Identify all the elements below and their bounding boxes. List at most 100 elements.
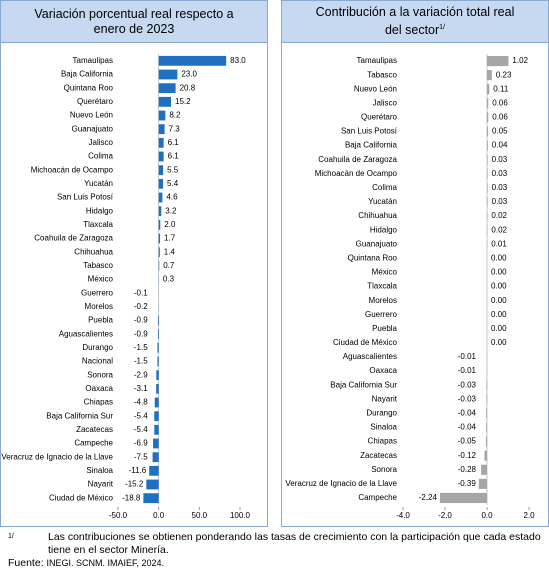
value-label: 0.23: [496, 70, 512, 79]
value-label: -0.05: [458, 437, 477, 446]
value-label: 0.04: [492, 141, 508, 150]
chart: -50.0 0.0 50.0 100.0 Tamaulipas 83.0 Baja Cali…: [1, 54, 251, 520]
value-label: 1.02: [512, 56, 528, 65]
value-label: -0.04: [458, 423, 477, 432]
category-label: Jalisco: [373, 98, 398, 107]
category-label: Coahuila de Zaragoza: [34, 234, 113, 243]
value-label: 8.2: [169, 111, 181, 120]
bar: [158, 219, 161, 230]
x-tick-label: 0.0: [153, 511, 165, 520]
panel: Contribución a la variación total real d…: [281, 0, 549, 527]
value-label: 0.00: [491, 338, 507, 347]
value-label: 23.0: [181, 70, 197, 79]
category-label: Chiapas: [84, 398, 113, 407]
value-label: 1.7: [164, 234, 176, 243]
value-label: 0.01: [491, 239, 507, 248]
value-label: 0.00: [491, 296, 507, 305]
value-label: 3.2: [165, 206, 177, 215]
category-label: Campeche: [74, 439, 113, 448]
category-label: Morelos: [369, 296, 397, 305]
chart: -4.0 -2.0 0.0 2.0 Tamaulipas 1.02 Tabasco 0.23 N…: [285, 54, 535, 520]
value-label: 0.06: [492, 113, 508, 122]
bar: [158, 151, 164, 162]
category-label: Tamaulipas: [73, 56, 113, 65]
category-label: Tabasco: [367, 70, 397, 79]
bar: [487, 112, 489, 123]
category-label: San Luis Potosí: [341, 127, 398, 136]
value-label: -5.4: [134, 411, 148, 420]
value-label: 6.1: [168, 152, 180, 161]
panel: Variación porcentual real respecto a ene…: [0, 0, 268, 527]
value-label: 0.3: [163, 275, 175, 284]
value-label: -5.4: [134, 425, 148, 434]
value-label: 0.7: [163, 261, 175, 270]
x-tick-label: 0.0: [481, 511, 493, 520]
category-label: Yucatán: [84, 179, 113, 188]
value-label: -0.12: [458, 451, 477, 460]
category-label: Ciudad de México: [49, 493, 114, 502]
category-label: Michoacán de Ocampo: [315, 169, 398, 178]
category-label: Morelos: [85, 302, 113, 311]
bar: [154, 397, 159, 408]
value-label: -4.8: [134, 398, 148, 407]
value-label: 7.3: [169, 124, 181, 133]
bar: [158, 165, 164, 176]
bar: [157, 315, 159, 326]
value-label: -18.8: [122, 493, 141, 502]
category-label: Yucatán: [368, 197, 397, 206]
x-tick-label: 50.0: [192, 511, 208, 520]
bar: [485, 436, 487, 447]
bar: [487, 182, 488, 193]
title-note: 1/: [439, 23, 446, 31]
category-label: Campeche: [358, 493, 397, 502]
bar: [487, 126, 489, 137]
category-label: Aguascalientes: [59, 329, 113, 338]
value-label: -2.9: [134, 370, 148, 379]
category-label: Hidalgo: [86, 206, 114, 215]
chart-title: Contribución a la variación total real d…: [315, 4, 515, 38]
category-label: Veracruz de Ignacio de la Llave: [1, 452, 113, 461]
category-label: Nuevo León: [70, 111, 113, 120]
x-tick-label: 100.0: [230, 511, 251, 520]
x-tick-label: -4.0: [396, 511, 410, 520]
value-label: 0.11: [493, 84, 509, 93]
source-label: Fuente:: [8, 557, 44, 569]
value-label: -0.01: [458, 352, 477, 361]
value-label: 20.8: [180, 83, 196, 92]
category-label: Baja California Sur: [330, 380, 397, 389]
category-label: Chihuahua: [358, 211, 397, 220]
bar: [158, 260, 160, 271]
value-label: 0.03: [492, 169, 508, 178]
bar: [158, 110, 166, 121]
value-label: 0.00: [491, 324, 507, 333]
category-label: Querétaro: [77, 97, 114, 106]
bar: [158, 233, 161, 244]
category-label: Tlaxcala: [367, 282, 397, 291]
category-label: Guerrero: [365, 310, 398, 319]
value-label: 0.05: [492, 127, 508, 136]
category-label: Aguascalientes: [343, 352, 397, 361]
category-label: Tamaulipas: [357, 56, 397, 65]
bar: [157, 329, 159, 340]
value-label: 4.6: [166, 193, 178, 202]
value-label: -6.9: [134, 439, 148, 448]
bar: [158, 192, 163, 203]
value-label: -0.01: [458, 366, 477, 375]
bar: [158, 55, 227, 66]
panel-header: Contribución a la variación total real d…: [282, 1, 548, 43]
value-label: -0.2: [134, 302, 148, 311]
category-label: Colima: [88, 152, 113, 161]
category-label: Sonora: [371, 465, 397, 474]
bar: [156, 383, 159, 394]
category-label: Quintana Roo: [64, 83, 114, 92]
source-text: INEGI. SCNM. IMAIEF, 2024.: [46, 558, 165, 568]
category-label: Guerrero: [81, 288, 114, 297]
category-label: México: [372, 268, 398, 277]
value-label: 0.06: [492, 98, 508, 107]
bar: [487, 154, 488, 165]
value-label: 15.2: [175, 97, 191, 106]
category-label: Baja California: [61, 70, 114, 79]
bar: [481, 464, 487, 475]
category-label: Coahuila de Zaragoza: [318, 155, 397, 164]
category-label: Nayarit: [88, 480, 114, 489]
